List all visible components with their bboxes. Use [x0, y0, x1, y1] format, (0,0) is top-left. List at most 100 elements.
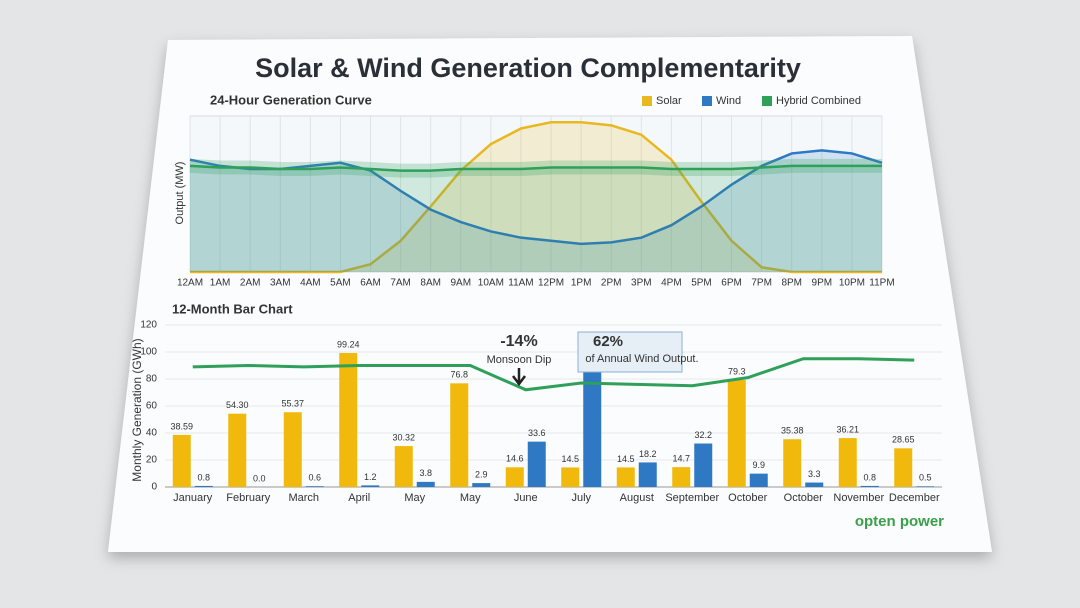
x-tick-label: 8AM	[420, 278, 441, 289]
x-tick-label: 1AM	[210, 278, 231, 289]
line	[189, 149, 883, 246]
x-tick-label: 2AM	[240, 278, 261, 289]
bar	[727, 379, 746, 487]
value-label: 33.6	[528, 428, 546, 438]
x-tick-label: January	[173, 492, 213, 504]
x-tick-label: 11AM	[508, 278, 533, 289]
x-tick-label: 9AM	[451, 278, 472, 289]
legend-label: Hybrid Combined	[776, 95, 861, 107]
x-tick-label: May	[460, 492, 481, 504]
bar	[894, 448, 913, 487]
legend-swatch	[702, 96, 712, 106]
y-axis-label: Monthly Generation (GWh)	[130, 338, 144, 481]
x-tick-label: 8PM	[781, 278, 802, 289]
x-tick-label: 2PM	[601, 278, 622, 289]
x-tick-label: 10PM	[839, 278, 865, 289]
y-tick-label: 120	[140, 320, 157, 331]
bar	[505, 467, 524, 487]
x-tick-label: 3PM	[631, 278, 652, 289]
x-tick-label: 5PM	[691, 278, 712, 289]
x-tick-label: 5AM	[330, 278, 351, 289]
value-label: 0.6	[308, 473, 321, 483]
value-label: 28.65	[892, 435, 915, 445]
x-tick-label: October	[784, 492, 823, 504]
bar	[860, 485, 879, 487]
bar	[228, 413, 247, 487]
value-label: 0.8	[197, 472, 210, 482]
annotation-text: 62%	[593, 333, 623, 350]
value-label: 3.8	[419, 468, 432, 478]
value-label: 0.8	[863, 472, 876, 482]
bar	[672, 467, 691, 487]
legend-label: Solar	[656, 95, 682, 107]
y-tick-label: 40	[146, 428, 158, 439]
bar	[749, 473, 768, 487]
page-title: Solar & Wind Generation Complementarity	[255, 53, 801, 83]
x-tick-label: August	[620, 492, 654, 504]
y-tick-label: 60	[146, 401, 158, 412]
value-label: 99.24	[337, 339, 360, 349]
bar	[527, 441, 546, 487]
x-tick-label: June	[514, 492, 538, 504]
x-tick-label: 7PM	[751, 278, 772, 289]
line	[190, 120, 882, 274]
x-tick-label: 4PM	[661, 278, 682, 289]
value-label: 35.38	[781, 426, 804, 436]
bar	[583, 365, 602, 487]
bar	[805, 482, 824, 487]
y-tick-label: 20	[146, 455, 158, 466]
x-tick-label: March	[288, 492, 319, 504]
x-tick-label: October	[728, 492, 767, 504]
bar	[916, 486, 935, 487]
x-tick-label: 11PM	[869, 278, 894, 289]
bar	[361, 485, 380, 487]
line	[192, 357, 915, 392]
x-tick-label: 12AM	[177, 278, 203, 289]
y-tick-label: 0	[151, 482, 157, 493]
annotation-subtext: of Annual Wind Output.	[585, 353, 698, 365]
x-tick-label: February	[226, 492, 271, 504]
value-label: 79.3	[728, 366, 746, 376]
value-label: 1.2	[364, 472, 377, 482]
bar	[694, 443, 713, 487]
bar	[194, 485, 213, 487]
bar	[394, 446, 413, 487]
value-label: 0.0	[253, 473, 266, 483]
value-label: 0.5	[919, 473, 932, 483]
bar	[339, 353, 358, 487]
value-label: 36.21	[836, 424, 859, 434]
value-label: 32.2	[694, 430, 712, 440]
value-label: 14.7	[672, 454, 690, 464]
y-axis-label: Output (MW)	[174, 162, 186, 225]
value-label: 55.37	[281, 399, 304, 409]
x-tick-label: 12PM	[538, 278, 564, 289]
x-tick-label: 10AM	[478, 278, 504, 289]
chart-title: 12-Month Bar Chart	[172, 301, 293, 316]
line	[189, 164, 882, 172]
value-label: 18.2	[639, 449, 657, 459]
annotation-arrow	[512, 368, 526, 387]
value-label: 76.8	[450, 370, 468, 380]
annotation-box	[577, 331, 683, 373]
x-tick-label: November	[833, 492, 884, 504]
value-label: 38.59	[170, 421, 193, 431]
x-tick-label: 7AM	[390, 278, 411, 289]
bar	[172, 434, 191, 487]
value-label: 54.30	[226, 400, 249, 410]
x-tick-label: 4AM	[300, 278, 321, 289]
bar	[616, 467, 635, 487]
value-label: 30.32	[392, 432, 415, 442]
bar	[450, 383, 469, 487]
bar	[638, 462, 657, 487]
x-tick-label: 1PM	[571, 278, 592, 289]
area	[190, 150, 882, 272]
value-label: 9.9	[752, 460, 765, 470]
bar	[472, 483, 491, 487]
bar	[305, 486, 324, 487]
brand: opten power	[855, 513, 944, 530]
value-label: 14.6	[506, 454, 524, 464]
annotation-subtext: Monsoon Dip	[487, 354, 552, 366]
bar	[416, 481, 435, 487]
x-tick-label: September	[665, 492, 719, 504]
